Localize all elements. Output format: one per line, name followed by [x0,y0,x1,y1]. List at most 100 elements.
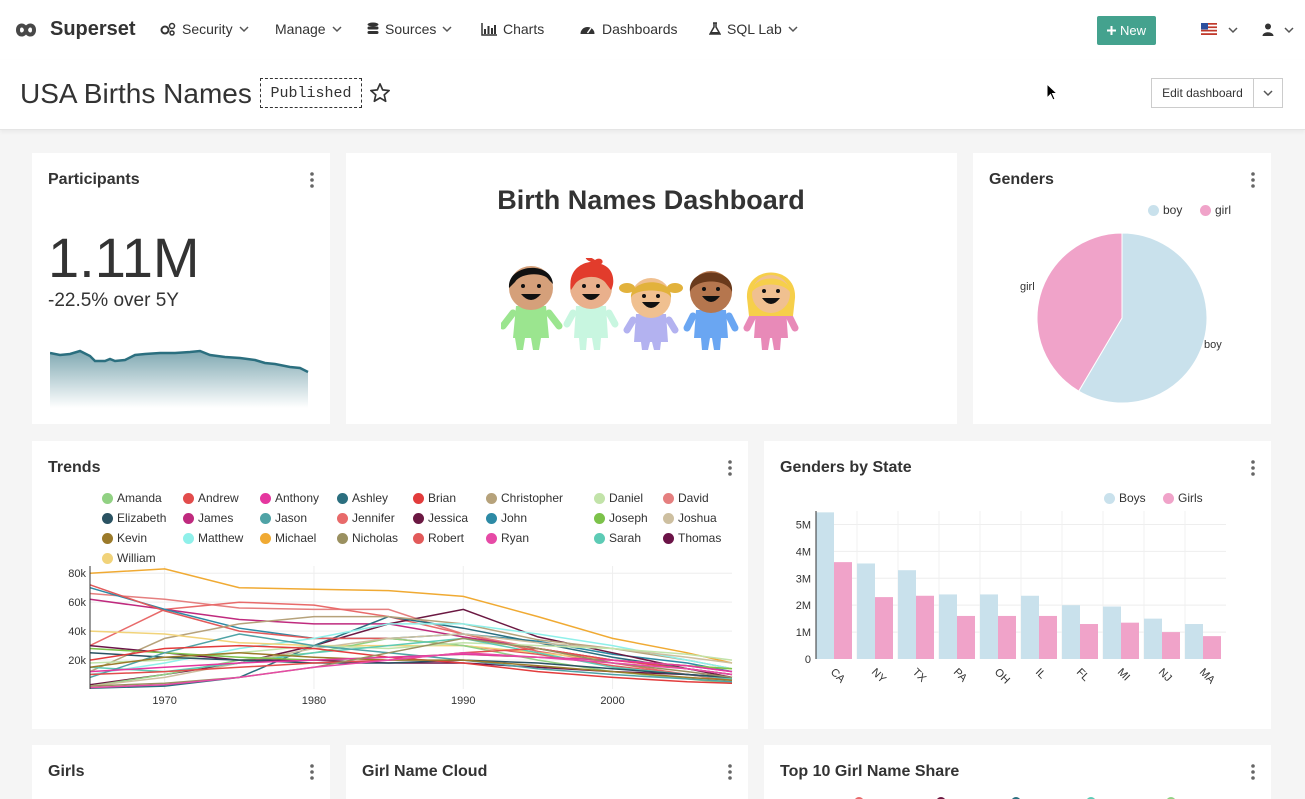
edit-dashboard-dropdown[interactable] [1254,78,1283,108]
vertical-ellipsis-icon[interactable] [310,171,314,189]
bar-chart-icon [481,22,497,36]
series-line-jennifer[interactable] [89,601,733,682]
vertical-ellipsis-icon[interactable] [728,763,732,781]
bar-boys-tx[interactable] [898,570,916,659]
bar-girls-oh[interactable] [998,615,1016,659]
database-icon [367,22,379,34]
legend-label: Amanda [117,491,162,505]
bar-boys-mi[interactable] [1103,606,1121,659]
legend-item-james[interactable]: James [183,511,233,525]
legend-item-kevin[interactable]: Kevin [102,531,147,545]
legend-item-amanda[interactable]: Amanda [102,491,162,505]
bar-boys-nj[interactable] [1144,618,1162,659]
new-button[interactable]: New [1097,16,1156,45]
legend-item-christopher[interactable]: Christopher [486,491,563,505]
bar-boys-ny[interactable] [857,563,875,659]
bar-girls-nj[interactable] [1162,632,1180,659]
legend-item-ryan[interactable]: Ryan [486,531,529,545]
bar-girls-pa[interactable] [957,615,975,659]
bar-girls-ma[interactable] [1203,636,1221,659]
bar-boys-fl[interactable] [1062,605,1080,659]
top-10-girl-name-share-card: Top 10 Girl Name Share [764,745,1271,799]
legend-item-david[interactable]: David [663,491,709,505]
legend-label: Jessica [428,511,469,525]
bar-girls-tx[interactable] [916,595,934,659]
edit-dashboard-button[interactable]: Edit dashboard [1151,78,1254,108]
legend-item-daniel[interactable]: Daniel [594,491,643,505]
chevron-down-icon[interactable] [1284,25,1294,35]
legend-item-joshua[interactable]: Joshua [663,511,717,525]
bar-girls-il[interactable] [1039,615,1057,659]
legend-item-boys[interactable]: Boys [1104,491,1146,505]
legend-item-jennifer[interactable]: Jennifer [337,511,395,525]
legend-item-matthew[interactable]: Matthew [183,531,243,545]
legend-item-jason[interactable]: Jason [260,511,307,525]
bar-girls-ca[interactable] [834,562,852,659]
legend-label: Elizabeth [117,511,167,525]
vertical-ellipsis-icon[interactable] [728,459,732,477]
chevron-down-icon[interactable] [1228,25,1238,35]
y-tick-label: 60k [68,597,86,609]
pie-slice-boy[interactable] [1078,232,1208,404]
legend-item-joseph[interactable]: Joseph [594,511,648,525]
us-flag-icon[interactable] [1201,23,1217,35]
mouse-cursor-icon [1046,83,1058,101]
nav-charts[interactable]: Charts [481,21,544,37]
legend-item-andrew[interactable]: Andrew [183,491,239,505]
nav-sources[interactable]: Sources [367,21,452,37]
bar-girls-mi[interactable] [1121,622,1139,659]
legend-item-thomas[interactable]: Thomas [663,531,721,545]
vertical-ellipsis-icon[interactable] [1251,171,1255,189]
legend-item-elizabeth[interactable]: Elizabeth [102,511,166,525]
legend-label: David [678,491,709,505]
nav-dashboards[interactable]: Dashboards [579,21,678,37]
brand[interactable]: Superset [10,18,136,41]
legend-item-john[interactable]: John [486,511,527,525]
bar-boys-oh[interactable] [980,594,998,659]
legend-item-girl[interactable]: girl [1200,203,1231,217]
bar-boys-ma[interactable] [1185,624,1203,659]
legend-item-sarah[interactable]: Sarah [594,531,641,545]
legend-item-nicholas[interactable]: Nicholas [337,531,398,545]
star-icon[interactable] [369,82,391,104]
legend-item-jessica[interactable]: Jessica [413,511,468,525]
vertical-ellipsis-icon[interactable] [310,763,314,781]
status-badge[interactable]: Published [260,78,362,108]
legend-item-girls[interactable]: Girls [1163,491,1203,505]
series-line-christopher[interactable] [89,615,733,673]
vertical-ellipsis-icon[interactable] [1251,459,1255,477]
x-tick-label: 1980 [302,695,326,707]
series-line-kevin[interactable] [89,652,733,682]
legend-label: boy [1163,203,1183,217]
legend-item-william[interactable]: William [102,551,156,565]
bar-girls-fl[interactable] [1080,624,1098,659]
flask-icon [709,22,721,35]
series-line-thomas[interactable] [89,644,733,679]
user-icon[interactable] [1262,23,1274,36]
vertical-ellipsis-icon[interactable] [1251,763,1255,781]
legend-item-boy[interactable]: boy [1148,203,1182,217]
nav-sql-lab[interactable]: SQL Lab [709,21,798,37]
legend-label: John [501,511,528,525]
legend-item-anthony[interactable]: Anthony [260,491,319,505]
legend-label: Christopher [501,491,564,505]
legend-item-ashley[interactable]: Ashley [337,491,388,505]
nav-manage[interactable]: Manage [275,21,342,37]
legend-item-brian[interactable]: Brian [413,491,456,505]
legend-label: Joseph [609,511,648,525]
series-line-michael[interactable] [89,568,733,664]
nav-security[interactable]: Security [160,21,249,37]
legend-item-michael[interactable]: Michael [260,531,316,545]
bar-boys-il[interactable] [1021,595,1039,659]
pie-slice-girl[interactable] [1036,232,1123,392]
series-line-elizabeth[interactable] [89,652,733,679]
bar-girls-ny[interactable] [875,597,893,659]
legend-item-robert[interactable]: Robert [413,531,464,545]
series-line-ryan[interactable] [89,652,733,689]
x-tick-label: CA [828,666,848,686]
page-title[interactable]: USA Births Names [20,78,252,109]
x-tick-label: PA [951,666,970,685]
bar-boys-pa[interactable] [939,594,957,659]
legend-dot [102,512,113,524]
bar-boys-ca[interactable] [816,512,834,659]
